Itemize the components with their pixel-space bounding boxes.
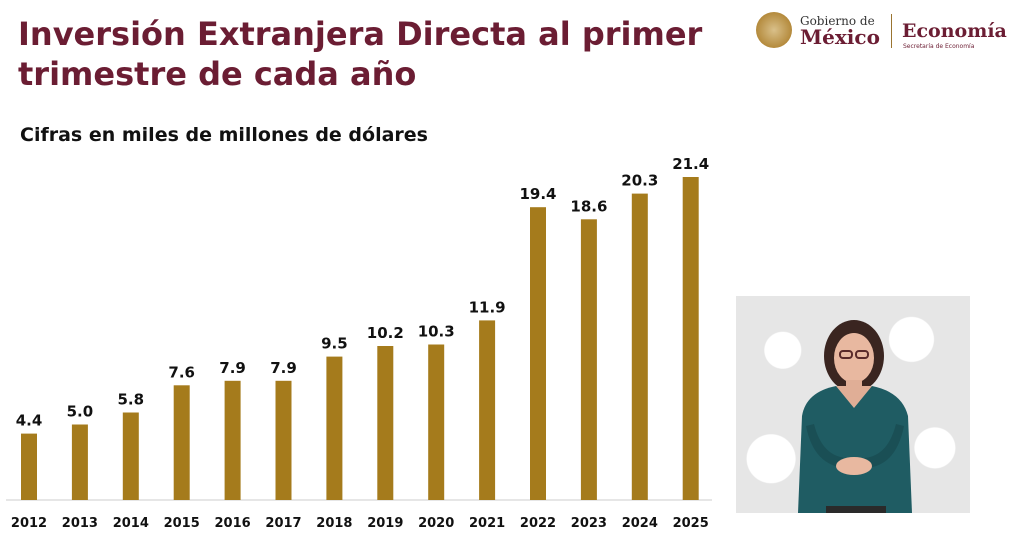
bar-chart: 4.4 2012 5.0 2013 5.8 2014 7.6 2015 7.9 2016 7.9 20… bbox=[6, 155, 712, 531]
x-tick-2023: 2023 bbox=[571, 516, 607, 531]
bar-2018 bbox=[326, 356, 343, 500]
bar-2020 bbox=[428, 344, 445, 500]
x-tick-2015: 2015 bbox=[164, 516, 200, 531]
data-label-2015: 7.6 bbox=[168, 363, 195, 381]
x-tick-2024: 2024 bbox=[622, 516, 658, 531]
logo-divider bbox=[891, 14, 892, 48]
data-label-2020: 10.3 bbox=[418, 323, 455, 341]
bar-2016 bbox=[224, 380, 241, 500]
logo-economia: Economía bbox=[902, 20, 1007, 42]
x-tick-2016: 2016 bbox=[215, 516, 251, 531]
bar-2015 bbox=[173, 385, 190, 500]
interpreter-video bbox=[736, 296, 970, 513]
x-tick-2014: 2014 bbox=[113, 516, 149, 531]
x-tick-2018: 2018 bbox=[316, 516, 352, 531]
bar-2024 bbox=[631, 193, 648, 500]
x-tick-2019: 2019 bbox=[367, 516, 403, 531]
page-title: Inversión Extranjera Directa al primer t… bbox=[18, 15, 703, 93]
bar-2025 bbox=[682, 177, 699, 500]
x-tick-2012: 2012 bbox=[11, 516, 47, 531]
bar-2012 bbox=[21, 433, 37, 500]
data-label-2014: 5.8 bbox=[118, 391, 145, 409]
bar-2017 bbox=[275, 380, 292, 500]
x-tick-2025: 2025 bbox=[673, 516, 709, 531]
data-label-2024: 20.3 bbox=[621, 172, 658, 190]
data-label-2016: 7.9 bbox=[219, 359, 246, 377]
logo-gobierno-big: México bbox=[800, 25, 880, 49]
bar-2014 bbox=[122, 412, 139, 500]
data-label-2013: 5.0 bbox=[67, 403, 94, 421]
bar-2022 bbox=[530, 207, 546, 500]
sign-language-interpreter-icon bbox=[798, 320, 912, 513]
chart-subtitle: Cifras en miles de millones de dólares bbox=[20, 124, 428, 146]
national-seal-icon bbox=[756, 12, 792, 48]
government-logo: Gobierno de México Economía Secretaría d… bbox=[756, 10, 1007, 54]
data-label-2022: 19.4 bbox=[519, 185, 556, 203]
data-label-2019: 10.2 bbox=[367, 324, 404, 342]
bar-2021 bbox=[479, 320, 496, 500]
x-tick-2020: 2020 bbox=[418, 516, 454, 531]
data-label-2017: 7.9 bbox=[270, 359, 297, 377]
x-tick-2021: 2021 bbox=[469, 516, 505, 531]
bar-2023 bbox=[580, 219, 597, 501]
x-tick-2013: 2013 bbox=[62, 516, 98, 531]
x-tick-2017: 2017 bbox=[265, 516, 301, 531]
bar-2019 bbox=[377, 346, 394, 500]
bar-2013 bbox=[71, 424, 88, 500]
data-label-2012: 4.4 bbox=[16, 412, 43, 430]
data-label-2025: 21.4 bbox=[672, 155, 709, 173]
data-label-2021: 11.9 bbox=[469, 298, 506, 316]
data-label-2018: 9.5 bbox=[321, 335, 348, 353]
logo-economia-small: Secretaría de Economía bbox=[903, 43, 975, 50]
data-label-2023: 18.6 bbox=[570, 197, 607, 215]
x-tick-2022: 2022 bbox=[520, 516, 556, 531]
logo-gobierno-small: Gobierno de bbox=[800, 14, 875, 28]
